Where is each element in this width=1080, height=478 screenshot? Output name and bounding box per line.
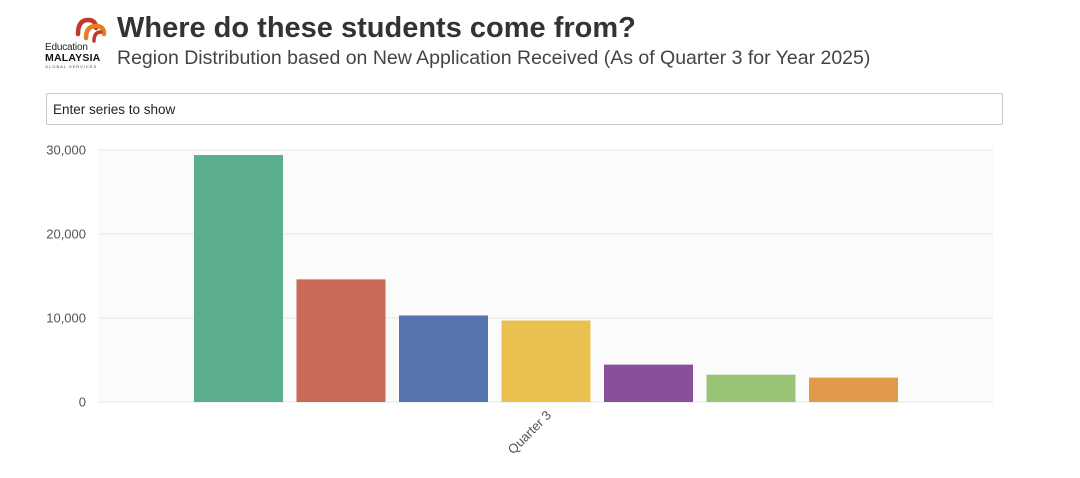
bar: [296, 279, 386, 402]
y-tick-label: 20,000: [46, 227, 86, 242]
logo-text-malaysia: MALAYSIA: [45, 52, 101, 64]
chart-header: Education MALAYSIA GLOBAL SERVICES Where…: [44, 10, 1044, 80]
y-tick-label: 10,000: [46, 311, 86, 326]
bar: [809, 377, 898, 402]
emgs-logo-mark-icon: [75, 17, 107, 43]
chart-subtitle: Region Distribution based on New Applica…: [117, 47, 871, 69]
bar: [194, 155, 283, 402]
x-tick-label: Quarter 3: [505, 408, 554, 457]
bar: [706, 374, 796, 402]
education-malaysia-logo: Education MALAYSIA GLOBAL SERVICES: [44, 14, 112, 70]
logo-text-global-services: GLOBAL SERVICES: [45, 64, 98, 69]
chart-title: Where do these students come from?: [117, 12, 636, 44]
series-filter-input[interactable]: [46, 93, 1003, 125]
bar: [399, 315, 488, 402]
bar: [604, 364, 693, 402]
y-tick-label: 30,000: [46, 143, 86, 158]
y-tick-label: 0: [79, 395, 86, 410]
bar: [501, 320, 591, 402]
logo-text-education: Education: [45, 42, 88, 53]
